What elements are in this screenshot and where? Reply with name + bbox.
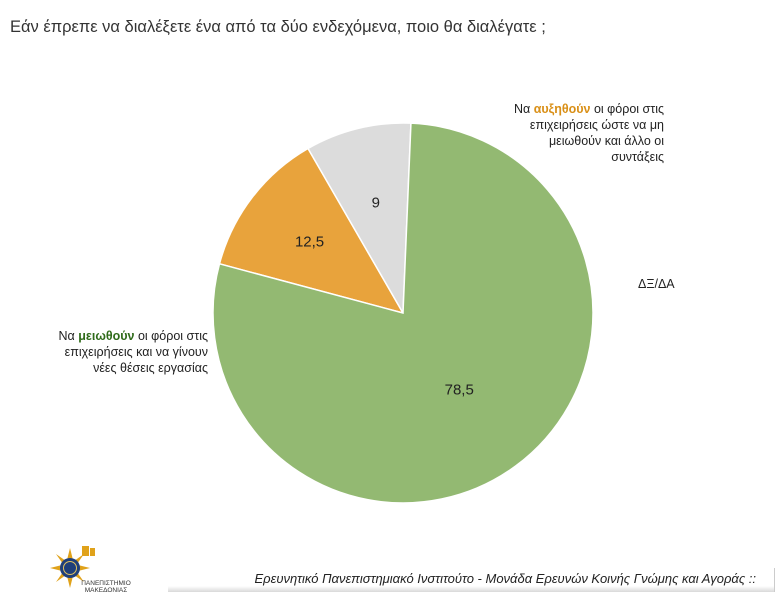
logo-text: ΠΑΝΕΠΙΣΤΗΜΙΟ ΜΑΚΕΔΟΝΙΑΣ	[81, 580, 131, 594]
university-logo	[44, 544, 134, 594]
slice-value-decrease: 78,5	[445, 382, 474, 399]
slice-value-dk-na: 9	[372, 194, 380, 211]
footer-bar: Ερευνητικό Πανεπιστημιακό Ινστιτούτο - Μ…	[168, 568, 775, 592]
legend-label-dk-na: ΔΞ/ΔΑ	[638, 277, 675, 291]
slice-value-increase: 12,5	[295, 233, 324, 250]
chart-title: Εάν έπρεπε να διαλέξετε ένα από τα δύο ε…	[10, 18, 546, 36]
pie-slice-decrease	[212, 122, 594, 504]
legend-label-decrease: Να μειωθούν οι φόροι στις επιχειρήσεις κ…	[58, 329, 208, 375]
footer-text: Ερευνητικό Πανεπιστημιακό Ινστιτούτο - Μ…	[254, 571, 756, 586]
pie-slice-dk-na	[306, 122, 412, 316]
sun-emblem-icon	[50, 546, 95, 588]
legend-label-increase: Να αυξηθούν οι φόροι στις επιχειρήσεις ώ…	[513, 102, 664, 164]
pie-slice-increase	[218, 147, 405, 315]
